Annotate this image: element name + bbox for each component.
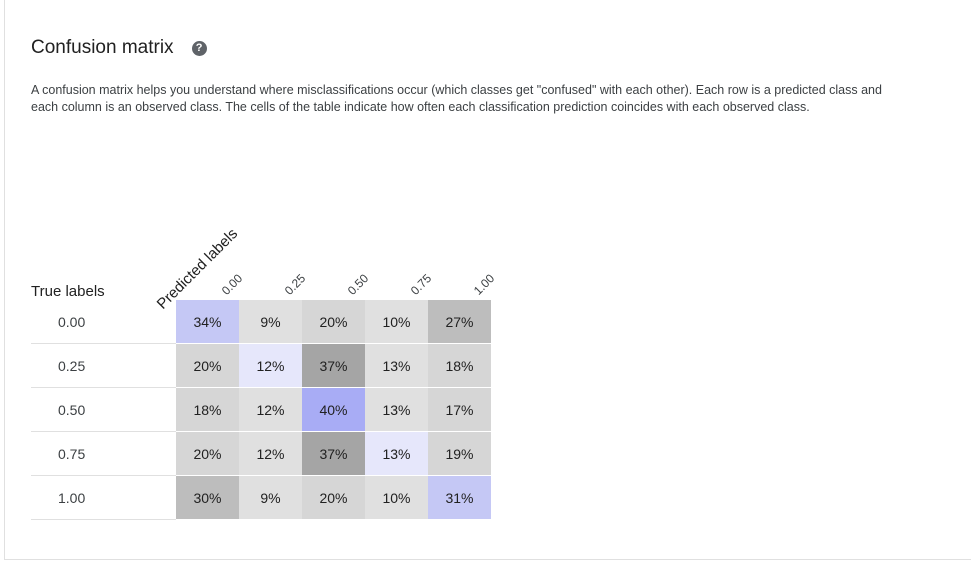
row-label: 1.00 bbox=[31, 476, 176, 520]
matrix-cell: 13% bbox=[365, 388, 428, 432]
matrix-cell: 10% bbox=[365, 476, 428, 520]
matrix-cell: 10% bbox=[365, 300, 428, 344]
matrix-cell: 30% bbox=[176, 476, 239, 520]
matrix-cell: 12% bbox=[239, 432, 302, 476]
matrix-cell: 18% bbox=[428, 344, 491, 388]
page-title: Confusion matrix bbox=[31, 37, 174, 58]
matrix-cell: 12% bbox=[239, 388, 302, 432]
matrix-cell: 17% bbox=[428, 388, 491, 432]
matrix-cell: 27% bbox=[428, 300, 491, 344]
row-label: 0.75 bbox=[31, 432, 176, 476]
row-label: 0.25 bbox=[31, 344, 176, 388]
matrix-cell: 20% bbox=[176, 344, 239, 388]
row-label: 0.50 bbox=[31, 388, 176, 432]
confusion-matrix-panel bbox=[4, 0, 971, 560]
row-label: 0.00 bbox=[31, 300, 176, 344]
true-labels-header: True labels bbox=[31, 283, 105, 300]
title-row: Confusion matrix ? bbox=[31, 37, 207, 59]
matrix-cell: 19% bbox=[428, 432, 491, 476]
matrix-cell: 40% bbox=[302, 388, 365, 432]
matrix-cell: 13% bbox=[365, 344, 428, 388]
description: A confusion matrix helps you understand … bbox=[31, 83, 882, 114]
matrix-cell: 31% bbox=[428, 476, 491, 520]
matrix-cell: 34% bbox=[176, 300, 239, 344]
matrix-cell: 20% bbox=[302, 476, 365, 520]
matrix-cell: 37% bbox=[302, 432, 365, 476]
matrix-cell: 18% bbox=[176, 388, 239, 432]
matrix-cell: 20% bbox=[302, 300, 365, 344]
matrix-cell: 9% bbox=[239, 300, 302, 344]
help-circle-icon[interactable]: ? bbox=[191, 40, 207, 56]
matrix-cell: 37% bbox=[302, 344, 365, 388]
matrix-cell: 9% bbox=[239, 476, 302, 520]
matrix-cell: 12% bbox=[239, 344, 302, 388]
matrix-cell: 20% bbox=[176, 432, 239, 476]
matrix-cell: 13% bbox=[365, 432, 428, 476]
